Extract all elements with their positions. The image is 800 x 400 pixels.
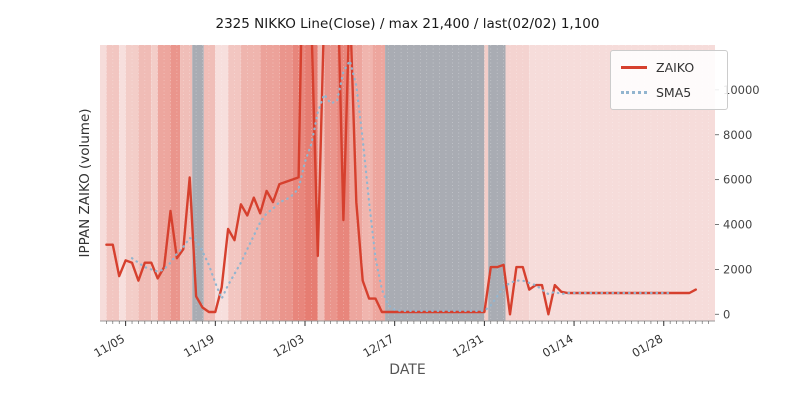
x-tick-label: 01/14 [540, 331, 576, 360]
x-tick-label: 01/28 [630, 331, 666, 360]
chart-title: 2325 NIKKO Line(Close) / max 21,400 / la… [215, 16, 600, 32]
x-tick-labels: 11/05 11/19 12/03 12/17 12/31 01/14 01/28 [91, 321, 665, 360]
y-tick-label: 8000 [723, 128, 752, 142]
y-axis-label: IPPAN ZAIKO (volume) [77, 108, 93, 258]
y-tick-label: 0 [723, 307, 730, 321]
y-tick-label: 10000 [723, 83, 760, 97]
background-bands [100, 45, 715, 321]
y-tick-label: 6000 [723, 173, 752, 187]
x-axis-label: DATE [389, 362, 426, 378]
x-tick-label: 11/19 [181, 331, 217, 360]
legend: ZAIKO SMA5 [610, 50, 728, 110]
legend-item-sma5: SMA5 [621, 85, 717, 100]
zaiko-line-swatch [621, 66, 647, 69]
x-tick-label: 12/17 [360, 331, 396, 360]
x-tick-label: 11/05 [91, 331, 127, 360]
y-tick-labels: 0 2000 4000 6000 8000 10000 [715, 83, 760, 321]
sma5-line-swatch [621, 91, 647, 94]
sma5-line [130, 59, 672, 312]
y-tick-label: 2000 [723, 262, 752, 276]
legend-item-zaiko: ZAIKO [621, 60, 717, 75]
x-tick-label: 12/31 [450, 331, 486, 360]
legend-label-zaiko: ZAIKO [656, 60, 695, 75]
x-tick-label: 12/03 [271, 331, 307, 360]
legend-label-sma5: SMA5 [656, 85, 692, 100]
y-tick-label: 4000 [723, 218, 752, 232]
